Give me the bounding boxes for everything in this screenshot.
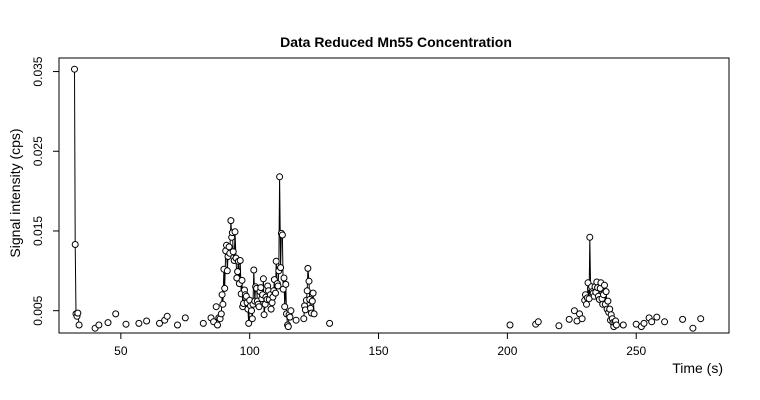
data-point [308, 297, 316, 305]
data-point [104, 319, 112, 327]
data-point [181, 314, 189, 322]
data-point [570, 307, 578, 315]
y-tick-label: 0.015 [31, 216, 45, 246]
data-point [74, 309, 82, 317]
data-point [278, 231, 286, 239]
data-point [231, 228, 239, 236]
data-point [217, 310, 225, 318]
data-point [326, 319, 334, 327]
data-point [304, 264, 312, 272]
plot-area [71, 65, 705, 332]
data-point [238, 276, 246, 284]
data-point [248, 315, 256, 323]
y-axis: 0.005 0.015 0.025 0.035 [31, 56, 60, 326]
x-tick-label: 200 [497, 344, 517, 358]
data-point [648, 318, 656, 326]
x-tick-label: 150 [369, 344, 389, 358]
data-point [612, 321, 620, 329]
data-point [71, 241, 79, 248]
x-tick-label: 100 [240, 344, 260, 358]
data-point [223, 267, 231, 275]
x-axis-label: Time (s) [672, 360, 723, 376]
data-point [221, 284, 229, 292]
data-point [214, 321, 221, 329]
data-point [255, 303, 263, 311]
data-point [272, 289, 279, 297]
data-point [277, 264, 285, 272]
x-axis: 50 100 150 200 250 [114, 332, 647, 358]
data-point [640, 319, 648, 327]
data-point [601, 281, 608, 289]
data-point [661, 318, 669, 326]
data-point [236, 257, 244, 264]
data-point [284, 323, 292, 331]
data-point [112, 310, 120, 318]
data-point [310, 310, 318, 318]
data-point [679, 315, 687, 323]
data-point [689, 324, 697, 332]
data-point [565, 315, 573, 323]
data-point [174, 321, 181, 329]
data-point [218, 291, 226, 299]
data-point [578, 315, 586, 323]
data-point [583, 300, 590, 308]
y-tick-label: 0.035 [31, 56, 45, 86]
data-point [219, 300, 227, 308]
chart-title: Data Reduced Mn55 Concentration [280, 34, 512, 50]
data-point [653, 313, 661, 321]
data-point [602, 288, 610, 296]
y-tick-label: 0.025 [31, 136, 45, 166]
data-point [122, 320, 130, 328]
data-point [143, 317, 151, 325]
data-point [260, 311, 268, 319]
series-points [71, 65, 705, 332]
data-point [286, 313, 294, 321]
data-point [250, 266, 258, 274]
data-point [276, 173, 284, 181]
data-point [268, 299, 276, 307]
data-point [281, 303, 289, 311]
data-point [248, 307, 255, 315]
data-point [95, 321, 103, 329]
data-point [606, 305, 614, 313]
y-axis-label: Signal intensity (cps) [7, 128, 23, 257]
data-point [234, 268, 242, 276]
data-point [303, 287, 311, 295]
data-point [506, 321, 514, 329]
data-point [274, 282, 282, 290]
y-tick-label: 0.005 [31, 295, 45, 325]
data-point [555, 322, 563, 330]
data-point [156, 319, 163, 327]
data-point [199, 319, 207, 327]
data-point [259, 275, 267, 283]
data-point [280, 274, 288, 282]
data-point [267, 305, 275, 313]
x-tick-label: 250 [626, 344, 646, 358]
data-point [300, 315, 308, 323]
data-point [245, 319, 253, 327]
data-point [257, 284, 265, 292]
data-point [309, 289, 317, 297]
data-point [212, 303, 220, 311]
data-point [697, 315, 705, 323]
data-point [75, 321, 83, 329]
data-point [305, 277, 313, 285]
data-point [292, 316, 300, 324]
x-tick-label: 50 [114, 344, 128, 358]
data-point [227, 217, 235, 225]
data-point [619, 321, 627, 329]
data-point [287, 307, 295, 315]
data-point [604, 297, 612, 305]
data-point [282, 280, 290, 288]
data-point [71, 65, 78, 73]
data-point [135, 319, 143, 327]
data-point [163, 312, 171, 320]
data-point [229, 248, 237, 256]
data-point [586, 233, 594, 241]
data-point [272, 257, 280, 265]
data-point [534, 318, 542, 326]
